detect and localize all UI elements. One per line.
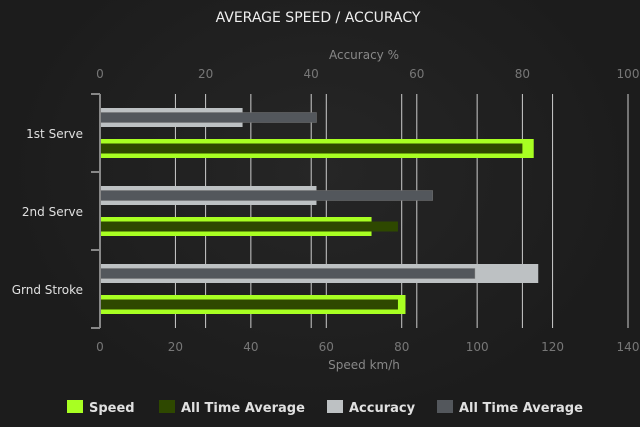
legend-item[interactable]: All Time Average [159, 400, 305, 416]
legend-swatch [159, 400, 175, 413]
top-tick-label: 80 [515, 67, 530, 81]
category-label: 2nd Serve [22, 205, 83, 219]
bottom-tick-label: 60 [319, 340, 334, 354]
legend-swatch [67, 400, 83, 413]
category-label: Grnd Stroke [12, 283, 83, 297]
bottom-tick-label: 140 [617, 340, 640, 354]
bar-speed-all-time-average [100, 299, 398, 310]
legend-label: Accuracy [349, 401, 416, 416]
legend-item[interactable]: Accuracy [327, 400, 416, 416]
legend-label: Speed [89, 401, 135, 416]
legend-swatch [437, 400, 453, 413]
category-label: 1st Serve [26, 127, 83, 141]
top-axis-label: Accuracy % [329, 48, 399, 62]
bar-speed-all-time-average [100, 221, 398, 232]
top-tick-label: 100 [617, 67, 640, 81]
bottom-tick-label: 120 [541, 340, 564, 354]
top-tick-label: 0 [96, 67, 104, 81]
legend-label: All Time Average [181, 401, 305, 416]
legend-swatch [327, 400, 343, 413]
bar-speed-all-time-average [100, 143, 523, 154]
bottom-tick-label: 40 [243, 340, 258, 354]
chart-title: AVERAGE SPEED / ACCURACY [216, 10, 421, 26]
bottom-tick-label: 20 [168, 340, 183, 354]
bar-accuracy-all-time-average [99, 112, 317, 123]
top-tick-label: 40 [304, 67, 319, 81]
bar-accuracy-all-time-average [99, 268, 476, 279]
bottom-tick-label: 100 [466, 340, 489, 354]
legend-label: All Time Average [459, 401, 583, 416]
bottom-axis-label: Speed km/h [328, 358, 400, 372]
legend-item[interactable]: All Time Average [437, 400, 583, 416]
bar-accuracy-all-time-average [99, 190, 433, 201]
bottom-tick-label: 80 [394, 340, 409, 354]
legend-item[interactable]: Speed [67, 400, 135, 416]
top-tick-label: 60 [409, 67, 424, 81]
top-tick-label: 20 [198, 67, 213, 81]
bottom-tick-label: 0 [96, 340, 104, 354]
